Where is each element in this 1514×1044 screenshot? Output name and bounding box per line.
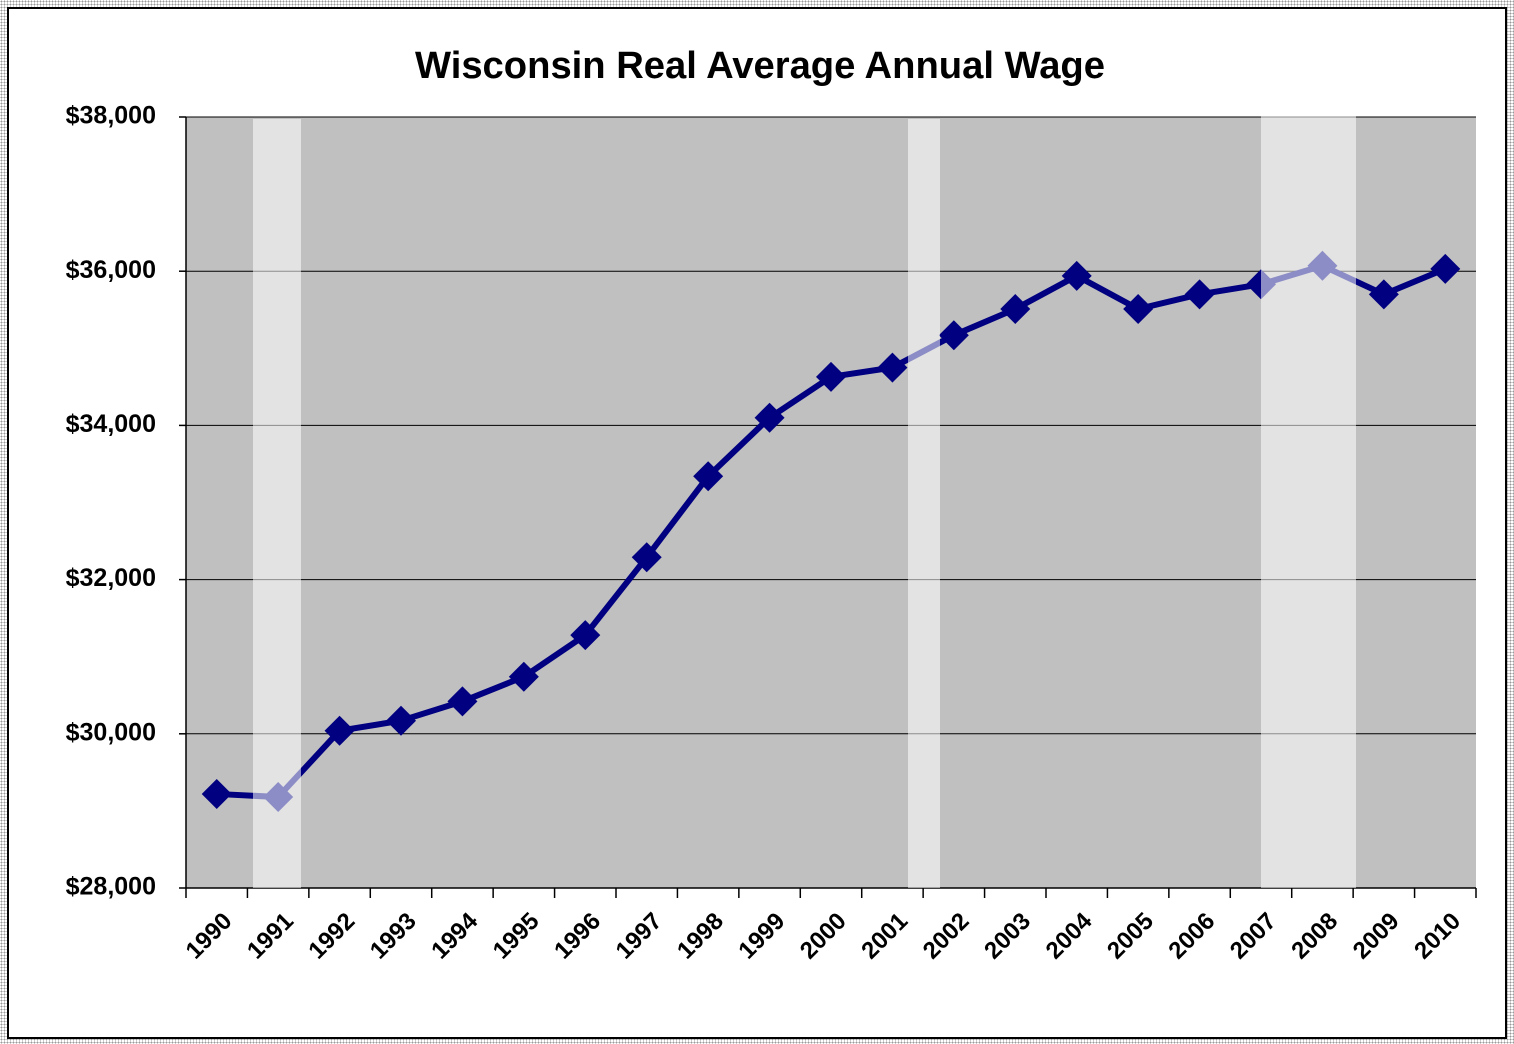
data-point [1123,293,1154,324]
data-point [1000,293,1031,324]
y-tick-label: $28,000 [66,873,156,901]
shaded-band [1261,113,1356,888]
data-point [570,620,601,651]
y-tick-label: $34,000 [66,410,156,438]
y-tick-label: $30,000 [66,718,156,746]
chart-title: Wisconsin Real Average Annual Wage [415,45,1105,87]
data-point [631,542,662,573]
y-tick-label: $36,000 [66,256,156,284]
y-tick-label: $32,000 [66,564,156,592]
data-point [938,320,969,351]
recession-bands [253,113,1356,888]
data-point [1184,279,1215,310]
data-point [1430,253,1461,284]
data-point [447,686,478,717]
data-point [1368,279,1399,310]
shaded-band [253,119,301,888]
data-point [508,661,539,692]
data-point [324,715,355,746]
data-point [386,705,416,736]
data-point [1061,260,1092,291]
data-point [877,352,908,383]
data-point [201,778,232,809]
shaded-band [908,119,940,888]
data-point [816,361,846,392]
data-point [693,461,724,492]
data-point [754,402,785,433]
y-tick-label: $38,000 [66,102,156,130]
